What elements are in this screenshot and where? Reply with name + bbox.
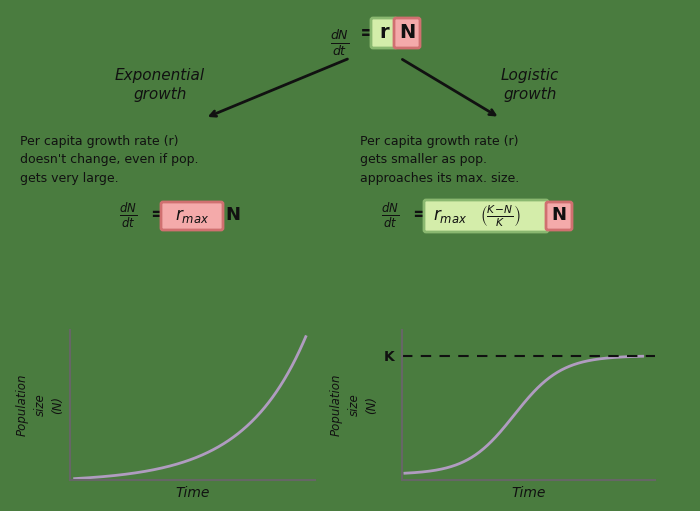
FancyBboxPatch shape: [424, 200, 548, 232]
Text: Exponential
growth: Exponential growth: [115, 68, 205, 102]
Text: Logistic
growth: Logistic growth: [500, 68, 559, 102]
Text: N: N: [399, 24, 415, 42]
Text: =: =: [150, 206, 165, 224]
FancyBboxPatch shape: [546, 202, 572, 230]
Text: Per capita growth rate (r)
gets smaller as pop.
approaches its max. size.: Per capita growth rate (r) gets smaller …: [360, 135, 519, 185]
FancyBboxPatch shape: [371, 18, 397, 48]
Text: N: N: [225, 206, 240, 224]
FancyBboxPatch shape: [161, 202, 223, 230]
Text: =: =: [360, 24, 377, 42]
Text: =: =: [412, 206, 427, 224]
X-axis label: Time: Time: [511, 486, 546, 500]
Text: $\left(\frac{K\!-\!N}{K}\right)$: $\left(\frac{K\!-\!N}{K}\right)$: [480, 203, 520, 229]
Text: $r_{max}$: $r_{max}$: [433, 207, 467, 225]
Text: Per capita growth rate (r)
doesn't change, even if pop.
gets very large.: Per capita growth rate (r) doesn't chang…: [20, 135, 199, 185]
Text: N: N: [552, 206, 566, 224]
FancyBboxPatch shape: [394, 18, 420, 48]
Text: r: r: [379, 24, 389, 42]
Text: $\frac{dN}{dt}$: $\frac{dN}{dt}$: [381, 200, 399, 229]
Text: $\frac{dN}{dt}$: $\frac{dN}{dt}$: [119, 200, 137, 229]
Text: $r_{max}$: $r_{max}$: [175, 207, 209, 225]
Y-axis label: Population
size
(N): Population size (N): [15, 374, 64, 436]
X-axis label: Time: Time: [175, 486, 210, 500]
Y-axis label: Population
size
(N): Population size (N): [330, 374, 379, 436]
Text: $\frac{dN}{dt}$: $\frac{dN}{dt}$: [330, 28, 350, 58]
